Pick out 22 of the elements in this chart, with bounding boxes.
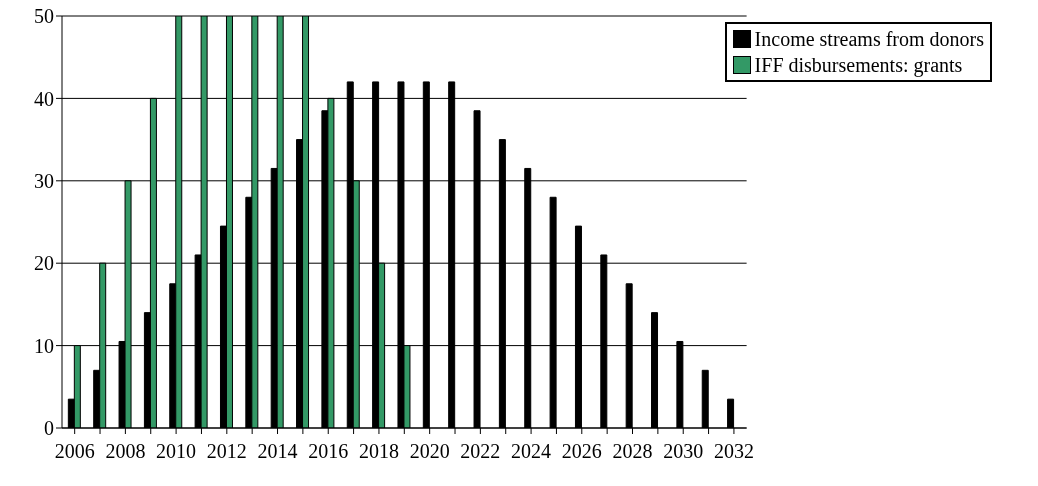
x-tick-label: 2006 (54, 440, 95, 463)
x-tick-label: 2010 (156, 440, 197, 463)
y-tick-label: 30 (34, 169, 54, 192)
y-tick-label: 10 (34, 334, 54, 357)
x-tick-label: 2008 (105, 440, 146, 463)
x-tick-label: 2030 (663, 440, 704, 463)
y-tick-label: 50 (34, 5, 54, 28)
x-tick-label: 2018 (358, 440, 399, 463)
y-tick-label: 40 (34, 87, 54, 110)
x-tick-label: 2024 (511, 440, 552, 463)
x-tick-label: 2012 (206, 440, 247, 463)
x-tick-label: 2022 (460, 440, 501, 463)
y-tick-label: 20 (34, 252, 54, 275)
x-tick-label: 2020 (409, 440, 450, 463)
x-tick-label: 2028 (612, 440, 653, 463)
y-tick-label: 0 (44, 417, 54, 440)
legend-label: Income streams from donors (754, 27, 984, 52)
x-tick-label: 2026 (561, 440, 602, 463)
x-tick-label: 2014 (257, 440, 298, 463)
x-tick-label: 2032 (713, 440, 754, 463)
legend-label: IFF disbursements: grants (754, 53, 963, 78)
x-tick-label: 2016 (308, 440, 349, 463)
